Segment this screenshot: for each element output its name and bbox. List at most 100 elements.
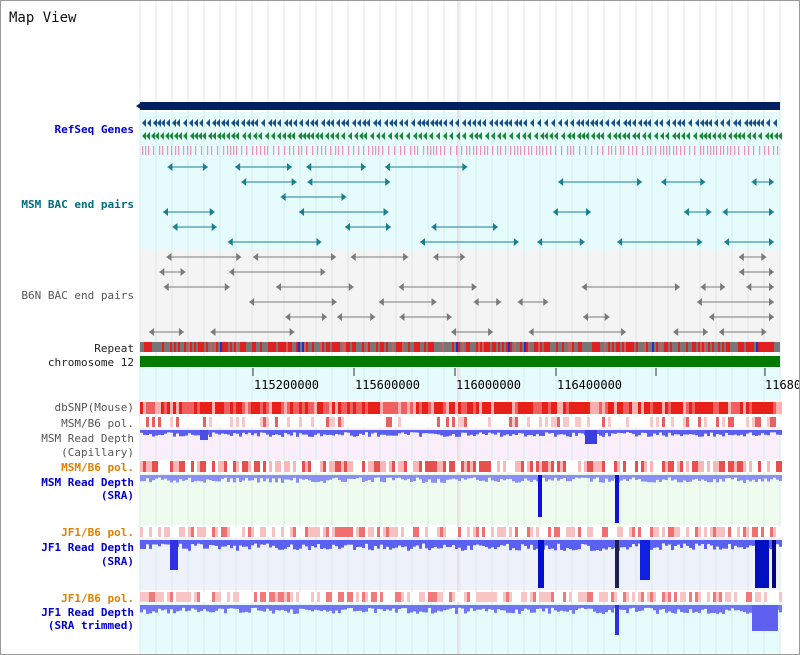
msm-cap-depth bbox=[377, 430, 380, 437]
jf1-pol-cell bbox=[767, 527, 770, 537]
b6n-bac-end bbox=[398, 283, 404, 291]
b6n-bac-end bbox=[496, 298, 502, 306]
msm-pol2-cell bbox=[677, 461, 680, 472]
msm-cap-depth bbox=[740, 430, 743, 435]
msm-cap-depth bbox=[764, 430, 767, 435]
repeat-segment bbox=[454, 342, 456, 352]
msm-pol-cell bbox=[485, 417, 488, 427]
jf1-trim-depth bbox=[509, 605, 512, 613]
msm-pol-cell bbox=[353, 417, 356, 427]
msm-pol-cell bbox=[743, 417, 746, 427]
gene-tick bbox=[700, 146, 702, 155]
msm-pol2-cell bbox=[500, 461, 503, 472]
jf1-pol2-cell bbox=[731, 592, 734, 602]
jf1-pol-cell bbox=[356, 527, 359, 537]
repeat-segment bbox=[442, 342, 444, 352]
jf1-pol-cell bbox=[515, 527, 518, 537]
jf1-pol2-cell bbox=[203, 592, 206, 602]
jf1-pol-cell bbox=[386, 527, 389, 537]
msm-sra-depth bbox=[611, 475, 614, 481]
jf1-sra-depth bbox=[578, 540, 581, 550]
jf1-sra-depth bbox=[626, 540, 629, 550]
repeat-segment bbox=[160, 342, 162, 352]
repeat-segment bbox=[182, 342, 184, 352]
msm-cap-depth bbox=[470, 430, 473, 435]
dbsnp-cell bbox=[254, 402, 257, 414]
dbsnp-cell bbox=[272, 402, 275, 414]
msm-sra-depth bbox=[587, 475, 590, 479]
repeat-segment bbox=[326, 342, 328, 352]
repeat-segment bbox=[342, 342, 344, 352]
msm-cap-depth bbox=[233, 430, 236, 434]
msm-pol-cell bbox=[269, 417, 272, 427]
msm-cap-depth bbox=[479, 430, 482, 433]
msm-bac-end bbox=[211, 223, 217, 231]
dbsnp-cell bbox=[185, 402, 188, 414]
repeat-segment bbox=[474, 342, 476, 352]
msm-pol2-cell bbox=[164, 461, 167, 472]
dbsnp-cell bbox=[557, 402, 560, 414]
msm-pol2-cell bbox=[152, 461, 155, 472]
jf1-trim-depth bbox=[563, 605, 566, 612]
msm-cap-depth bbox=[446, 430, 449, 437]
dbsnp-cell bbox=[584, 402, 587, 414]
msm-pol2-cell bbox=[569, 461, 572, 472]
msm-pol-cell bbox=[638, 417, 641, 427]
chromosome-ideogram[interactable] bbox=[528, 52, 653, 64]
gene-mark bbox=[756, 119, 760, 127]
gene-mark bbox=[686, 132, 690, 140]
msm-sra-depth bbox=[389, 475, 392, 478]
msm-cap-depth bbox=[704, 430, 707, 434]
msm-sra-depth bbox=[275, 475, 278, 483]
repeat-segment bbox=[398, 342, 400, 352]
msm-pol-cell bbox=[233, 417, 236, 427]
msm-cap-depth bbox=[164, 430, 167, 434]
msm-sra-depth bbox=[548, 475, 551, 480]
gene-mark bbox=[688, 119, 692, 127]
repeat-segment bbox=[438, 342, 440, 352]
gene-mark bbox=[647, 119, 651, 127]
msm-pol-cell bbox=[653, 417, 656, 427]
b6n-bac-end bbox=[769, 268, 774, 276]
msm-sra-depth bbox=[734, 475, 737, 478]
repeat-segment bbox=[620, 342, 622, 352]
repeat-segment bbox=[290, 342, 292, 352]
jf1-pol2-cell bbox=[773, 592, 776, 602]
msm-pol2-cell bbox=[506, 461, 509, 472]
msm-sra-depth bbox=[482, 475, 485, 481]
gene-tick bbox=[713, 146, 715, 155]
jf1-pol-cell bbox=[446, 527, 449, 537]
msm-pol2-cell bbox=[740, 461, 743, 472]
msm-pol2-cell bbox=[353, 461, 356, 472]
msm-cap-depth bbox=[647, 430, 650, 437]
jf1-trim-depth bbox=[410, 605, 413, 613]
jf1-pol2-cell bbox=[593, 592, 596, 602]
jf1-pol-cell bbox=[644, 527, 647, 537]
jf1-pol-cell bbox=[269, 527, 272, 537]
jf1-sra-depth bbox=[257, 540, 260, 548]
msm-pol2-cell bbox=[665, 461, 668, 472]
repeat-segment bbox=[486, 342, 488, 352]
jf1-trim-depth bbox=[596, 605, 599, 614]
repeat-segment bbox=[624, 342, 626, 352]
repeat-segment bbox=[386, 342, 388, 352]
msm-pol-cell bbox=[584, 417, 587, 427]
dbsnp-cell bbox=[326, 402, 329, 414]
jf1-pol-cell bbox=[179, 527, 182, 537]
repeat-segment bbox=[208, 342, 210, 352]
jf1-trim-depth bbox=[344, 605, 347, 610]
msm-sra-depth bbox=[329, 475, 332, 480]
jf1-pol-cell bbox=[680, 527, 683, 537]
repeat-segment bbox=[364, 342, 366, 352]
gene-mark bbox=[647, 132, 651, 140]
repeat-segment bbox=[432, 342, 434, 352]
msm-pol2-cell bbox=[578, 461, 581, 472]
jf1-pol2-cell bbox=[725, 592, 728, 602]
jf1-pol-cell bbox=[239, 527, 242, 537]
jf1-trim-depth bbox=[245, 605, 248, 612]
msm-cap-depth bbox=[356, 430, 359, 437]
msm-pol-cell bbox=[503, 417, 506, 427]
jf1-pol-cell bbox=[200, 527, 203, 537]
jf1-sra-depth bbox=[209, 540, 212, 545]
jf1-sra-depth bbox=[347, 540, 350, 545]
